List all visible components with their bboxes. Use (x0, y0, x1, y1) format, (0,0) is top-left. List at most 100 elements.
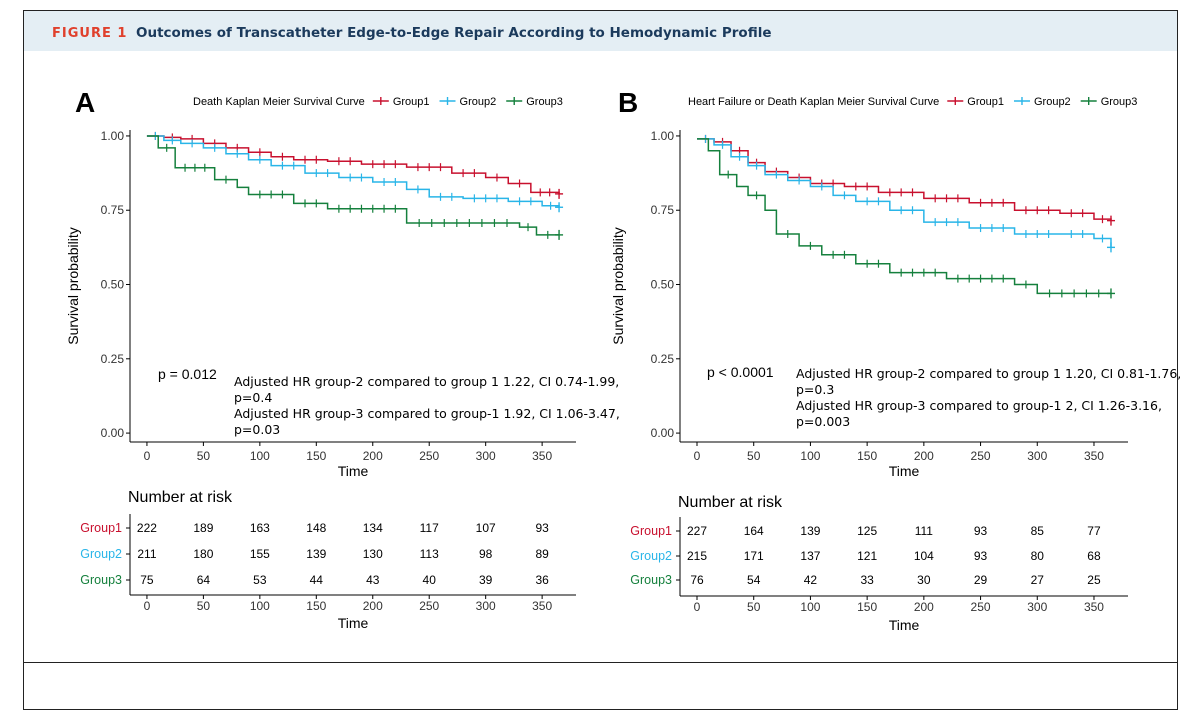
risk-count: 215 (687, 549, 707, 563)
legend-label: Group1 (393, 96, 430, 108)
risk-x-tick-label: 0 (694, 600, 701, 614)
km-curve-group3 (146, 135, 560, 236)
hr-annotation: Adjusted HR group-3 compared to group-1 … (796, 398, 1162, 413)
risk-count: 139 (800, 524, 820, 538)
hr-annotation: Adjusted HR group-2 compared to group 1 … (796, 366, 1181, 381)
legend-label: Group3 (526, 96, 563, 108)
legend: Heart Failure or Death Kaplan Meier Surv… (688, 96, 1137, 108)
y-tick-label: 0.50 (101, 278, 125, 292)
y-tick-label: 1.00 (101, 129, 125, 143)
legend-label: Group2 (1034, 96, 1071, 108)
risk-x-tick-label: 50 (747, 600, 761, 614)
x-tick-label: 0 (144, 449, 151, 463)
risk-count: 111 (915, 524, 934, 538)
risk-count: 30 (917, 573, 931, 587)
risk-x-tick-label: 150 (306, 599, 326, 613)
risk-table-title: Number at risk (128, 489, 233, 506)
risk-count: 121 (857, 549, 877, 563)
legend-label: Group2 (460, 96, 497, 108)
bottom-divider (24, 662, 1177, 663)
risk-x-tick-label: 250 (971, 600, 991, 614)
x-tick-label: 300 (1027, 449, 1047, 463)
legend: Death Kaplan Meier Survival Curve Group1 G… (193, 96, 563, 108)
hr-annotation: Adjusted HR group-3 compared to group-1 … (234, 406, 620, 421)
y-tick-label: 0.00 (651, 426, 675, 440)
x-tick-label: 250 (419, 449, 439, 463)
hr-annotation: p=0.4 (234, 390, 272, 405)
risk-x-tick-label: 0 (144, 599, 151, 613)
risk-count: 155 (250, 547, 270, 561)
risk-x-axis-title: Time (338, 615, 369, 631)
risk-group-label: Group1 (80, 521, 122, 535)
risk-count: 54 (747, 573, 761, 587)
x-tick-label: 250 (971, 449, 991, 463)
risk-count: 148 (306, 521, 326, 535)
figure-title: Outcomes of Transcatheter Edge-to-Edge R… (136, 25, 772, 41)
hr-annotation: Adjusted HR group-2 compared to group 1 … (234, 374, 619, 389)
y-tick-label: 1.00 (651, 129, 675, 143)
risk-count: 29 (974, 573, 988, 587)
risk-x-tick-label: 200 (363, 599, 383, 613)
risk-count: 125 (857, 524, 877, 538)
risk-count: 89 (535, 547, 549, 561)
risk-count: 130 (363, 547, 383, 561)
risk-count: 53 (253, 573, 267, 587)
y-axis-title: Survival probability (65, 227, 81, 345)
risk-count: 104 (914, 549, 934, 563)
x-tick-label: 200 (363, 449, 383, 463)
risk-count: 64 (197, 573, 211, 587)
risk-x-tick-label: 100 (250, 599, 270, 613)
risk-count: 40 (423, 573, 437, 587)
y-tick-label: 0.00 (101, 426, 125, 440)
x-axis-title: Time (889, 463, 920, 479)
risk-x-tick-label: 50 (197, 599, 211, 613)
risk-count: 171 (744, 549, 764, 563)
risk-count: 227 (687, 524, 707, 538)
risk-count: 93 (535, 521, 549, 535)
risk-count: 211 (137, 547, 156, 561)
risk-count: 36 (535, 573, 549, 587)
risk-count: 76 (690, 573, 704, 587)
panel-letter: A (75, 87, 95, 118)
risk-group-label: Group2 (630, 549, 672, 563)
hr-annotation: p=0.03 (234, 422, 280, 437)
risk-count: 44 (310, 573, 324, 587)
risk-count: 134 (363, 521, 383, 535)
hr-annotation: p=0.003 (796, 414, 850, 429)
x-tick-label: 350 (532, 449, 552, 463)
km-curve-group2 (146, 135, 560, 208)
risk-count: 27 (1031, 573, 1045, 587)
risk-count: 33 (860, 573, 874, 587)
legend-title: Heart Failure or Death Kaplan Meier Surv… (688, 96, 939, 108)
y-tick-label: 0.25 (101, 352, 125, 366)
figure-label: FIGURE 1 (52, 26, 128, 41)
risk-count: 39 (479, 573, 493, 587)
risk-count: 137 (800, 549, 820, 563)
risk-count: 189 (193, 521, 213, 535)
risk-x-tick-label: 350 (532, 599, 552, 613)
x-tick-label: 150 (857, 449, 877, 463)
risk-count: 75 (140, 573, 154, 587)
risk-count: 93 (974, 524, 988, 538)
x-tick-label: 350 (1084, 449, 1104, 463)
y-tick-label: 0.75 (101, 203, 125, 217)
risk-count: 164 (744, 524, 764, 538)
risk-count: 93 (974, 549, 988, 563)
km-panel-b: B Heart Failure or Death Kaplan Meier Sur… (610, 87, 1181, 633)
risk-x-tick-label: 100 (800, 600, 820, 614)
risk-count: 107 (476, 521, 496, 535)
risk-count: 117 (420, 521, 439, 535)
y-tick-label: 0.50 (651, 278, 675, 292)
x-tick-label: 200 (914, 449, 934, 463)
p-value: p < 0.0001 (707, 364, 774, 380)
km-curve-group1 (146, 135, 560, 194)
risk-count: 77 (1087, 524, 1101, 538)
risk-x-tick-label: 300 (1027, 600, 1047, 614)
risk-x-tick-label: 150 (857, 600, 877, 614)
km-curve-group1 (697, 138, 1112, 221)
figure-header: FIGURE 1 Outcomes of Transcatheter Edge-… (24, 11, 1177, 51)
risk-count: 163 (250, 521, 270, 535)
risk-group-label: Group2 (80, 547, 122, 561)
risk-group-label: Group3 (80, 573, 122, 587)
p-value: p = 0.012 (158, 366, 217, 382)
